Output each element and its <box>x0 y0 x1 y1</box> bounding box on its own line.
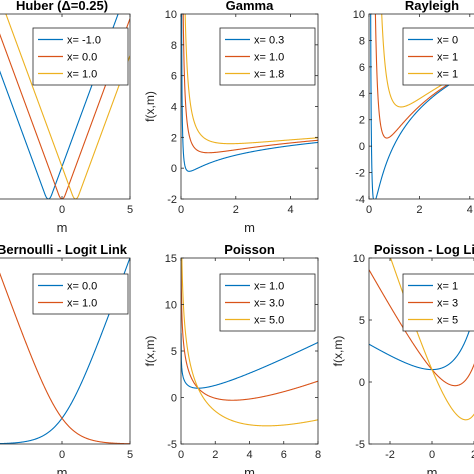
y-tick-label: -4 <box>355 194 365 206</box>
y-tick-label: 2 <box>359 115 365 127</box>
series-line-3 <box>181 258 318 427</box>
y-tick-label: 0 <box>171 163 177 175</box>
x-axis-label: m <box>244 220 255 235</box>
axes-box <box>368 13 474 200</box>
x-tick-label: 4 <box>288 204 294 216</box>
legend: x= 0 x= 1 x= 1 <box>402 27 474 86</box>
legend: x= 1.0 x= 3.0 x= 5.0 <box>219 273 316 332</box>
legend-label: x= 5 <box>437 315 458 327</box>
series-line-2 <box>181 258 318 401</box>
x-tick-label: 5 <box>127 204 133 216</box>
legend-box <box>32 273 129 315</box>
x-tick-label: 2 <box>212 449 218 461</box>
y-tick-label: -2 <box>167 194 177 206</box>
chart-title: Rayleigh <box>405 0 459 13</box>
series-line-1 <box>181 14 318 172</box>
x-tick-label: 2 <box>416 204 422 216</box>
y-tick-label: -5 <box>355 439 365 451</box>
legend-label: x= 5.0 <box>254 315 284 327</box>
x-tick-label: 4 <box>467 204 473 216</box>
series-line-2 <box>182 14 318 154</box>
x-tick-label: 0 <box>59 204 65 216</box>
legend-label: x= 1.8 <box>254 69 284 81</box>
y-tick-label: 0 <box>359 377 365 389</box>
y-tick-label: 6 <box>171 71 177 83</box>
legend-label: x= 1 <box>437 281 458 293</box>
legend-label: x= 0.3 <box>254 35 284 47</box>
x-axis-label: m <box>244 465 255 474</box>
chart-title: Gamma <box>226 0 274 13</box>
legend-label: x= 1.0 <box>67 298 97 310</box>
x-tick-label: 0 <box>59 449 65 461</box>
y-tick-label: 10 <box>165 300 177 312</box>
x-axis-label: m <box>427 465 438 474</box>
chart-title: Poisson <box>224 242 275 257</box>
legend: x= 1 x= 3 x= 5 <box>402 273 474 332</box>
x-axis-label: m <box>57 465 68 474</box>
y-tick-label: 2 <box>171 132 177 144</box>
chart-rayleigh: 0 2 4 -4 -2 0 2 4 6 8 10 Rayleigh x= 0 x= 1 x= 1 <box>353 0 474 216</box>
x-axis-label: m <box>57 220 68 235</box>
x-tick-label: 0 <box>366 204 372 216</box>
y-tick-label: 8 <box>171 40 177 52</box>
x-tick-label: 8 <box>315 449 321 461</box>
series-line-3 <box>5 14 130 199</box>
legend-label: x= 0.0 <box>67 52 97 64</box>
legend: x= 0.3 x= 1.0 x= 1.8 <box>219 27 316 86</box>
legend-label: x= 0 <box>437 35 458 47</box>
y-tick-label: 5 <box>359 315 365 327</box>
y-tick-label: 10 <box>353 253 365 265</box>
y-tick-label: 5 <box>171 346 177 358</box>
x-tick-label: 0 <box>178 449 184 461</box>
legend-box <box>32 27 129 86</box>
y-tick-label: 4 <box>359 88 365 100</box>
y-tick-label: 8 <box>359 35 365 47</box>
legend-label: x= 1.0 <box>254 52 284 64</box>
y-tick-label: 0 <box>359 141 365 153</box>
legend-label: x= 0.0 <box>67 281 97 293</box>
y-tick-label: 10 <box>353 9 365 21</box>
legend: x= 0.0 x= 1.0 <box>32 273 129 315</box>
series-line-1 <box>369 312 474 371</box>
x-tick-label: 0 <box>178 204 184 216</box>
legend-label: x= 3.0 <box>254 298 284 310</box>
legend-label: x= 1 <box>437 69 458 81</box>
legend-label: x= 1 <box>437 52 458 64</box>
legend-label: x= 1.0 <box>67 69 97 81</box>
y-tick-label: -5 <box>167 439 177 451</box>
y-tick-label: 15 <box>165 253 177 265</box>
x-tick-label: 4 <box>246 449 252 461</box>
y-tick-label: 0 <box>171 393 177 405</box>
legend-label: x= -1.0 <box>67 35 101 47</box>
series-line-1 <box>181 333 318 389</box>
series-line-3 <box>184 14 318 145</box>
x-tick-label: 5 <box>127 449 133 461</box>
x-tick-label: 6 <box>281 449 287 461</box>
x-tick-label: 2 <box>233 204 239 216</box>
y-tick-label: 4 <box>171 102 177 114</box>
legend-label: x= 1.0 <box>254 281 284 293</box>
y-tick-label: -2 <box>355 168 365 180</box>
x-tick-label: -2 <box>385 449 395 461</box>
x-tick-label: 0 <box>429 449 435 461</box>
y-axis-label: f(x,m) <box>331 336 345 367</box>
legend-box <box>402 273 474 332</box>
x-tick-label: 2 <box>471 449 474 461</box>
chart-title: Poisson - Log Link <box>374 242 474 257</box>
legend-label: x= 3 <box>437 298 458 310</box>
y-tick-label: 10 <box>165 9 177 21</box>
series-line-2 <box>0 272 130 444</box>
y-axis-label: f(x,m) <box>143 91 157 122</box>
y-tick-label: 6 <box>359 62 365 74</box>
chart-huber: 505Huber (Δ=0.25)mx= -1.0x= 0.0x= 1.0 <box>0 0 133 235</box>
legend: x= -1.0 x= 0.0 x= 1.0 <box>32 27 129 86</box>
chart-title: Bernoulli - Logit Link <box>0 242 128 257</box>
chart-title: Huber (Δ=0.25) <box>16 0 108 13</box>
y-axis-label: f(x,m) <box>143 336 157 367</box>
